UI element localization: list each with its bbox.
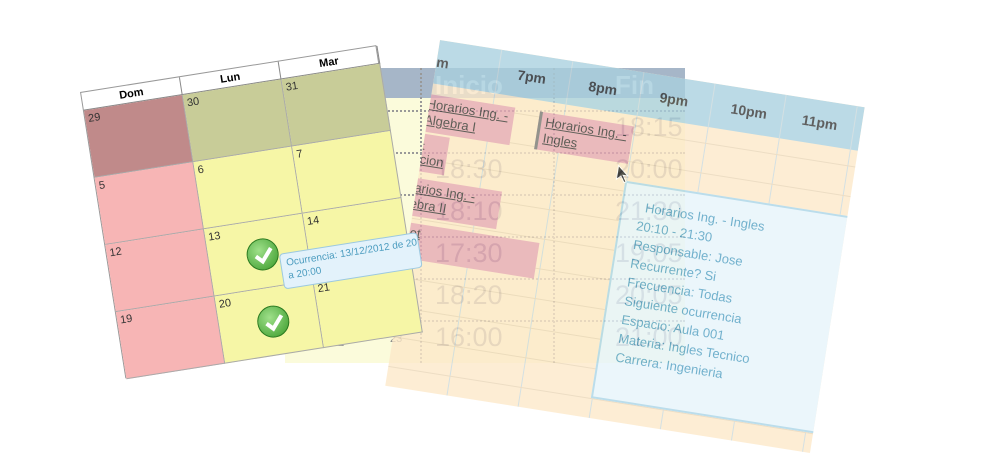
month-calendar: Dom Lun Mar 29 30 31 5 6 7 12 13 14 19 20 21 Ocurrencia… (80, 45, 423, 380)
hour-label: m (435, 53, 451, 72)
tooltip-line: a 20:00 (287, 265, 323, 282)
event[interactable]: Horarios Ing. - Ingles (534, 111, 634, 164)
week-calendar: m 7pm 8pm 9pm 10pm 11pm Horarios Ing. - Algebr… (385, 40, 865, 453)
check-icon[interactable] (254, 303, 292, 340)
cursor-icon (615, 164, 630, 184)
cursor (615, 164, 632, 184)
check-mark (265, 314, 284, 332)
day-cell[interactable]: 19 (115, 296, 226, 380)
check-icon[interactable] (244, 236, 281, 273)
check-mark (254, 247, 273, 265)
event-details: Horarios Ing. - Ingles 20:10 - 21:30 Respo… (590, 180, 863, 436)
